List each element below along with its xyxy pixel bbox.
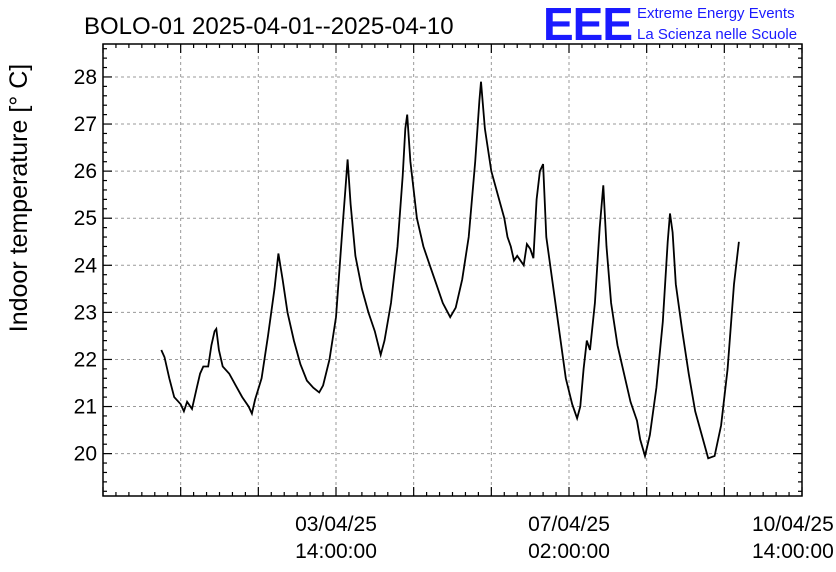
eee-logo: EEE Extreme Energy Events La Scienza nel… xyxy=(543,0,797,50)
y-tick-label: 24 xyxy=(74,254,98,277)
logo-mark: EEE xyxy=(543,0,632,50)
x-tick-label-time: 14:00:00 xyxy=(295,540,377,563)
y-tick-label: 22 xyxy=(74,348,97,371)
x-tick-label-date: 07/04/25 xyxy=(528,513,610,536)
y-tick-label: 23 xyxy=(74,301,97,324)
chart-title: BOLO-01 2025-04-01--2025-04-10 xyxy=(84,13,454,40)
y-tick-label: 28 xyxy=(74,66,97,89)
y-tick-label: 20 xyxy=(74,443,97,466)
y-tick-label: 25 xyxy=(74,207,97,230)
axis-ticks xyxy=(102,44,803,496)
tick-labels: 20 21 22 23 24 25 26 27 28 03/04/25 14:00:00 07/04/… xyxy=(74,66,834,563)
plot-frame xyxy=(102,43,803,497)
y-axis-label: Indoor temperature [° C] xyxy=(5,64,33,332)
y-tick-label: 26 xyxy=(74,160,97,183)
logo-line-2: La Scienza nelle Scuole xyxy=(637,26,797,43)
y-tick-label: 21 xyxy=(74,396,97,419)
x-tick-label-date: 10/04/25 xyxy=(752,513,834,536)
y-tick-label: 27 xyxy=(74,113,97,136)
temperature-series-line xyxy=(160,81,740,460)
x-tick-label-date: 03/04/25 xyxy=(295,513,377,536)
x-tick-label-time: 02:00:00 xyxy=(528,540,610,563)
x-tick-label-time: 14:00:00 xyxy=(752,540,834,563)
grid xyxy=(103,44,802,496)
logo-line-1: Extreme Energy Events xyxy=(637,5,795,22)
